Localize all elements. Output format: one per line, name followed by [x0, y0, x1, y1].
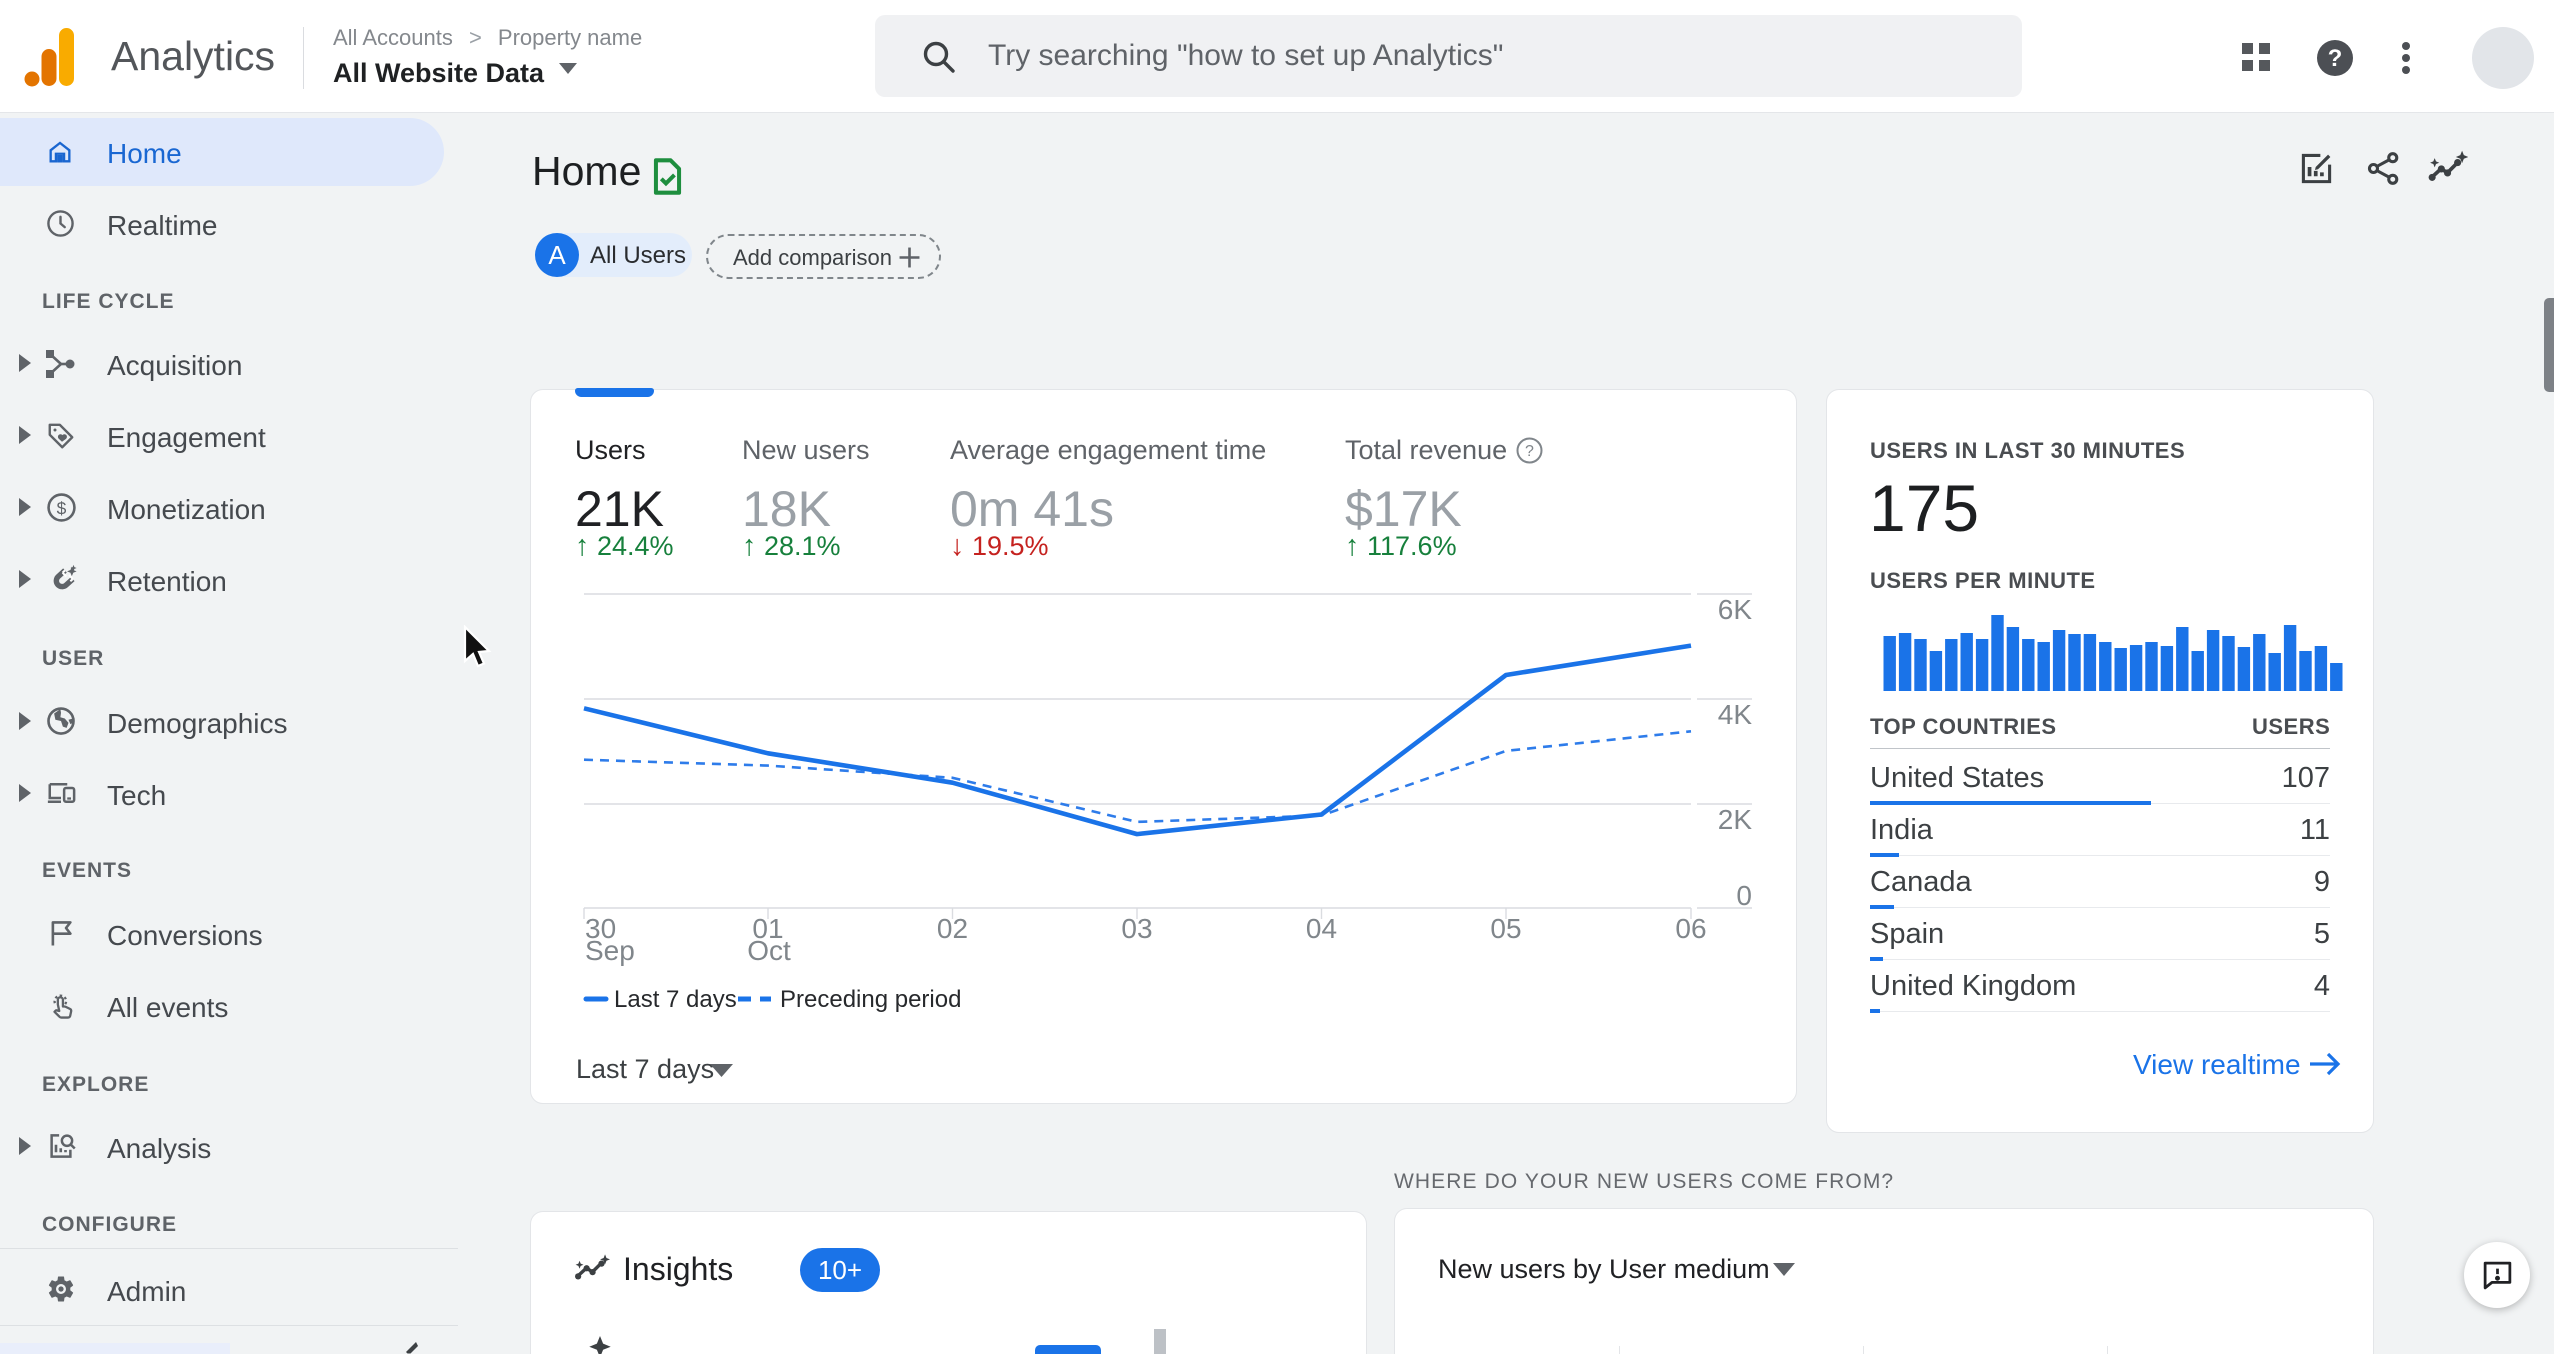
svg-text:?: ? — [2328, 45, 2343, 72]
svg-text:05: 05 — [1490, 913, 1521, 944]
svg-text:Oct: Oct — [747, 935, 791, 966]
svg-text:6K: 6K — [1718, 594, 1753, 625]
svg-text:06: 06 — [1675, 913, 1706, 944]
svg-text:2K: 2K — [1718, 804, 1753, 835]
svg-text:4K: 4K — [1718, 699, 1753, 730]
svg-text:Last 7 days: Last 7 days — [576, 1054, 714, 1084]
svg-text:04: 04 — [1306, 913, 1337, 944]
svg-text:Last 7 days: Last 7 days — [614, 986, 737, 1013]
svg-text:Preceding period: Preceding period — [780, 986, 961, 1013]
svg-text:03: 03 — [1121, 913, 1152, 944]
svg-text:?: ? — [1525, 443, 1534, 460]
svg-text:$: $ — [57, 499, 67, 519]
svg-text:01: 01 — [752, 913, 783, 944]
svg-text:Sep: Sep — [585, 935, 635, 966]
svg-text:30: 30 — [585, 913, 616, 944]
svg-text:0: 0 — [1736, 880, 1752, 911]
svg-text:02: 02 — [937, 913, 968, 944]
